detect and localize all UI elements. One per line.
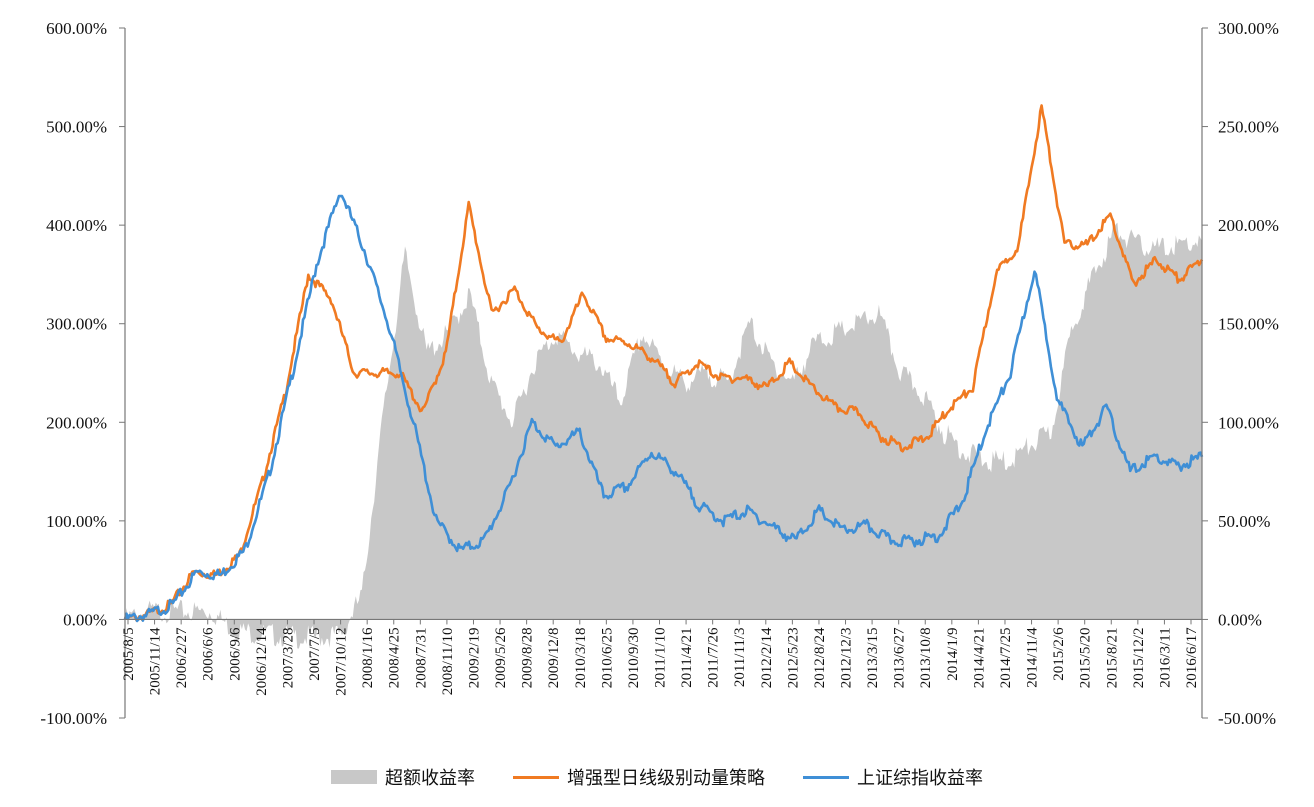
- x-axis-tick-label: 2008/11/10: [440, 627, 456, 695]
- x-axis-tick-label: 2016/3/11: [1157, 627, 1173, 687]
- x-axis-tick-label: 2008/4/25: [387, 627, 403, 688]
- x-axis-tick-label: 2012/2/14: [759, 627, 775, 688]
- x-axis-tick-label: 2011/4/21: [679, 627, 695, 687]
- x-axis-tick-label: 2009/12/8: [546, 627, 562, 688]
- right-axis-tick-label: 250.00%: [1218, 118, 1279, 137]
- x-axis-tick-label: 2006/12/14: [254, 627, 270, 696]
- x-axis-tick-label: 2011/11/3: [732, 627, 748, 687]
- left-axis-tick-label: 200.00%: [46, 413, 107, 432]
- x-axis-tick-label: 2015/5/20: [1078, 627, 1094, 688]
- x-axis-tick-label: 2015/8/21: [1104, 627, 1120, 688]
- left-axis-tick-label: -100.00%: [40, 709, 107, 728]
- right-axis-tick-label: 200.00%: [1218, 216, 1279, 235]
- right-axis-tick-label: -50.00%: [1218, 709, 1276, 728]
- right-axis-tick-label: 50.00%: [1218, 512, 1270, 531]
- legend-label-strategy: 增强型日线级别动量策略: [567, 768, 765, 789]
- line-series-layer: [123, 104, 1204, 623]
- x-axis-tick-label: 2006/2/27: [174, 627, 190, 688]
- x-axis-tick-label: 2012/5/23: [785, 627, 801, 688]
- x-axis-tick-label: 2008/1/16: [360, 627, 376, 688]
- legend-swatch-index: [803, 775, 849, 779]
- x-axis-tick-label: 2006/6/6: [201, 627, 217, 681]
- x-axis-tick-label: 2014/11/4: [1025, 627, 1041, 688]
- legend-swatch-excess: [331, 770, 377, 784]
- excess-return-area-layer: [125, 222, 1202, 649]
- axes-layer: 600.00% 500.00% 400.00% 300.00% 200.00% 100.0…: [40, 19, 1279, 728]
- right-axis-tick-label: 150.00%: [1218, 315, 1279, 334]
- x-axis-tick-label: 2014/1/9: [945, 627, 961, 680]
- x-axis-tick-label: 2011/1/10: [653, 627, 669, 687]
- legend-swatch-strategy: [513, 775, 559, 779]
- left-axis-tick-label: 0.00%: [63, 610, 107, 629]
- x-axis-tick-label: 2010/6/25: [599, 627, 615, 688]
- left-axis-tick-label: 300.00%: [46, 315, 107, 334]
- x-axis-tick-label: 2013/6/27: [892, 627, 908, 688]
- series-line-index: [123, 194, 1204, 623]
- legend-label-excess: 超额收益率: [385, 768, 475, 789]
- x-axis-tick-label: 2007/7/5: [307, 627, 323, 680]
- right-axis-tick-label: 100.00%: [1218, 413, 1279, 432]
- x-axis-tick-label: 2007/3/28: [280, 627, 296, 688]
- x-axis-tick-label: 2016/6/17: [1184, 627, 1200, 688]
- x-axis-tick-label: 2009/8/28: [520, 627, 536, 688]
- x-axis-tick-label: 2006/9/6: [227, 627, 243, 681]
- x-axis-tick-label: 2009/2/19: [466, 627, 482, 688]
- x-axis-tick-label: 2013/10/8: [918, 627, 934, 688]
- x-axis-tick-label: 2011/7/26: [706, 627, 722, 688]
- x-axis-tick-label: 2014/4/21: [971, 627, 987, 688]
- x-axis-tick-label: 2012/8/24: [812, 627, 828, 688]
- right-axis-tick-label: 300.00%: [1218, 19, 1279, 38]
- legend-label-index: 上证综指收益率: [857, 768, 983, 789]
- x-axis-tick-label: 2015/12/2: [1131, 627, 1147, 688]
- x-axis-tick-label: 2010/3/18: [573, 627, 589, 688]
- x-axis-tick-label: 2009/5/26: [493, 627, 509, 688]
- legend: 超额收益率 增强型日线级别动量策略 上证综指收益率: [0, 762, 1314, 792]
- chart-canvas: 600.00% 500.00% 400.00% 300.00% 200.00% 100.0…: [40, 19, 1279, 728]
- x-axis-tick-label: 2005/11/14: [148, 627, 164, 695]
- legend-item-excess: 超额收益率: [331, 764, 475, 790]
- right-axis-tick-label: 0.00%: [1218, 610, 1262, 629]
- left-axis-tick-label: 100.00%: [46, 512, 107, 531]
- x-axis-tick-label: 2007/10/12: [334, 627, 350, 695]
- x-axis-tick-label: 2013/3/15: [865, 627, 881, 688]
- series-line-strategy: [123, 104, 1204, 622]
- x-axis-tick-label: 2008/7/31: [413, 627, 429, 688]
- x-axis-tick-label: 2012/12/3: [839, 627, 855, 688]
- left-axis-tick-label: 500.00%: [46, 118, 107, 137]
- x-axis-tick-label: 2015/2/6: [1051, 627, 1067, 681]
- left-axis-tick-label: 400.00%: [46, 216, 107, 235]
- left-axis-tick-label: 600.00%: [46, 19, 107, 38]
- legend-item-strategy: 增强型日线级别动量策略: [513, 764, 765, 790]
- x-axis-tick-label: 2014/7/25: [998, 627, 1014, 688]
- series-area-excess-return: [125, 222, 1202, 649]
- legend-item-index: 上证综指收益率: [803, 764, 983, 790]
- x-axis-tick-label: 2005/8/5: [121, 627, 137, 680]
- x-axis-tick-label: 2010/9/30: [626, 627, 642, 688]
